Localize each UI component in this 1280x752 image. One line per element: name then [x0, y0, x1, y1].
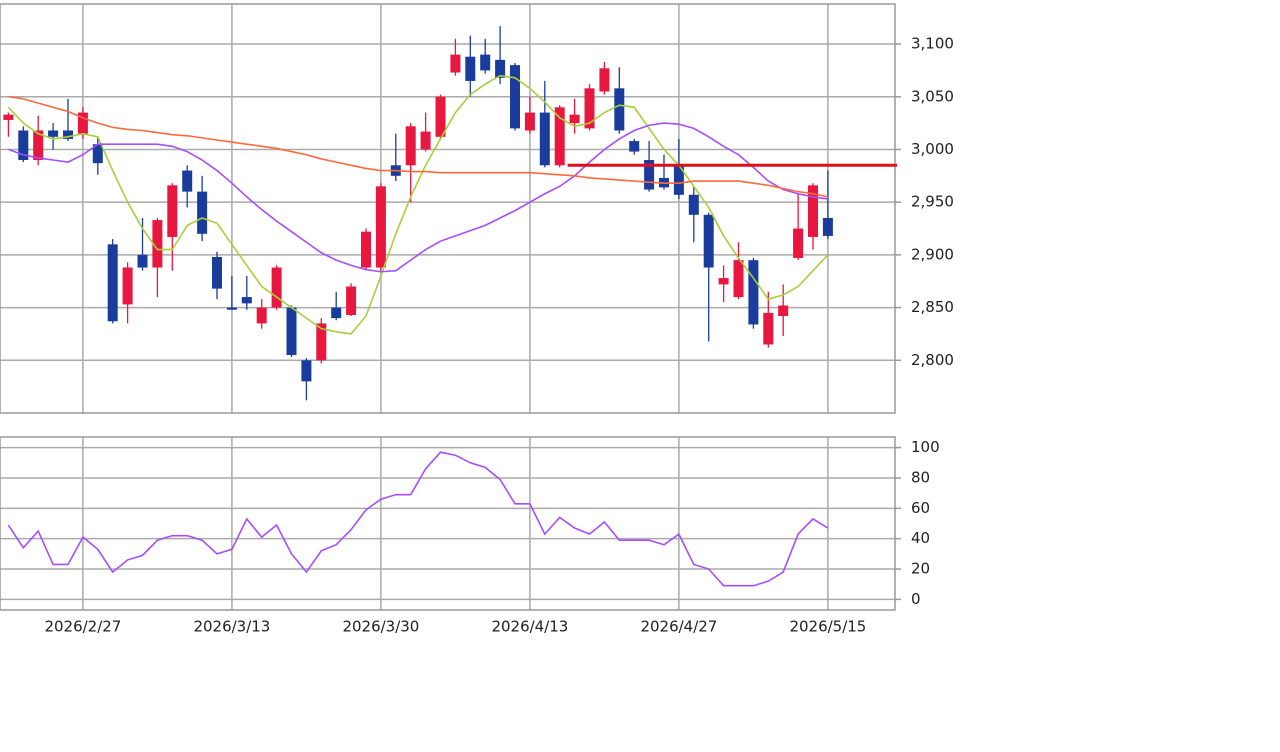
- y-tick-label: 2,850: [911, 298, 954, 316]
- candle-body: [301, 360, 312, 382]
- candle-body: [480, 54, 491, 71]
- y-tick-label: 20: [911, 560, 930, 578]
- candle-body: [748, 260, 759, 325]
- y-tick-label: 3,050: [911, 87, 954, 105]
- x-tick-label: 2026/4/13: [491, 618, 568, 636]
- x-tick-label: 2026/3/30: [342, 618, 419, 636]
- candle-body: [33, 130, 44, 161]
- candle-body: [197, 191, 208, 234]
- candle-body: [182, 170, 193, 192]
- candle-body: [465, 56, 476, 81]
- y-tick-label: 60: [911, 499, 930, 517]
- candle-body: [495, 59, 506, 78]
- candle-body: [375, 186, 386, 268]
- candle-body: [63, 130, 73, 139]
- candle-body: [584, 88, 595, 129]
- candle-body: [77, 112, 88, 134]
- candle-body: [137, 254, 148, 268]
- y-tick-label: 100: [911, 438, 940, 456]
- y-tick-label: 3,100: [911, 35, 954, 53]
- candle-body: [718, 278, 729, 285]
- x-tick-label: 2026/3/13: [193, 618, 270, 636]
- candle-body: [286, 307, 297, 356]
- candle-body: [226, 307, 237, 310]
- candle-body: [733, 260, 744, 298]
- candle-body: [524, 112, 535, 131]
- candle-body: [554, 107, 565, 166]
- candle-body: [152, 220, 163, 268]
- candle-body: [599, 68, 610, 92]
- candle-body: [241, 297, 252, 304]
- line-series: [7, 74, 829, 335]
- x-tick-label: 2026/5/15: [789, 618, 866, 636]
- plot-frame: [0, 3, 896, 414]
- candle-body: [644, 160, 655, 190]
- candle-body: [331, 307, 342, 319]
- candle-body: [822, 217, 833, 236]
- y-tick-label: 2,950: [911, 193, 954, 211]
- candle-body: [450, 54, 461, 73]
- candle-body: [510, 65, 520, 129]
- candle-body: [673, 165, 684, 195]
- candle-body: [808, 185, 818, 237]
- candle-body: [122, 267, 133, 305]
- candle-body: [48, 130, 59, 137]
- line-series: [7, 451, 829, 587]
- y-tick-label: 80: [911, 468, 930, 486]
- candle-body: [793, 228, 804, 259]
- candle-body: [778, 305, 789, 317]
- candle-body: [92, 144, 103, 164]
- candle-body: [316, 323, 327, 361]
- candle-body: [569, 114, 580, 124]
- candle-body: [763, 312, 774, 345]
- y-tick-label: 2,800: [911, 351, 954, 369]
- candle-body: [405, 126, 416, 166]
- x-tick-label: 2026/2/27: [44, 618, 121, 636]
- x-tick-label: 2026/4/27: [640, 618, 717, 636]
- y-tick-label: 3,000: [911, 140, 954, 158]
- y-tick-label: 40: [911, 529, 930, 547]
- candle-body: [18, 130, 29, 161]
- candle-body: [346, 286, 357, 315]
- candle-body: [212, 256, 222, 289]
- candle-body: [167, 185, 178, 237]
- line-series: [8, 122, 829, 273]
- candle-body: [271, 267, 282, 308]
- line-series: [8, 95, 829, 198]
- plot-frame: [0, 436, 896, 611]
- candle-body: [539, 112, 550, 166]
- candle-body: [107, 244, 118, 322]
- candle-body: [435, 96, 446, 137]
- y-tick-label: 2,900: [911, 245, 954, 263]
- candle-body: [703, 214, 714, 268]
- candle-body: [361, 231, 371, 268]
- candle-body: [420, 131, 431, 150]
- candle-body: [629, 141, 640, 152]
- candle-body: [3, 114, 14, 120]
- candle-body: [256, 307, 267, 324]
- y-tick-label: 0: [911, 590, 921, 608]
- candle-body: [614, 88, 625, 131]
- candle-body: [688, 194, 699, 215]
